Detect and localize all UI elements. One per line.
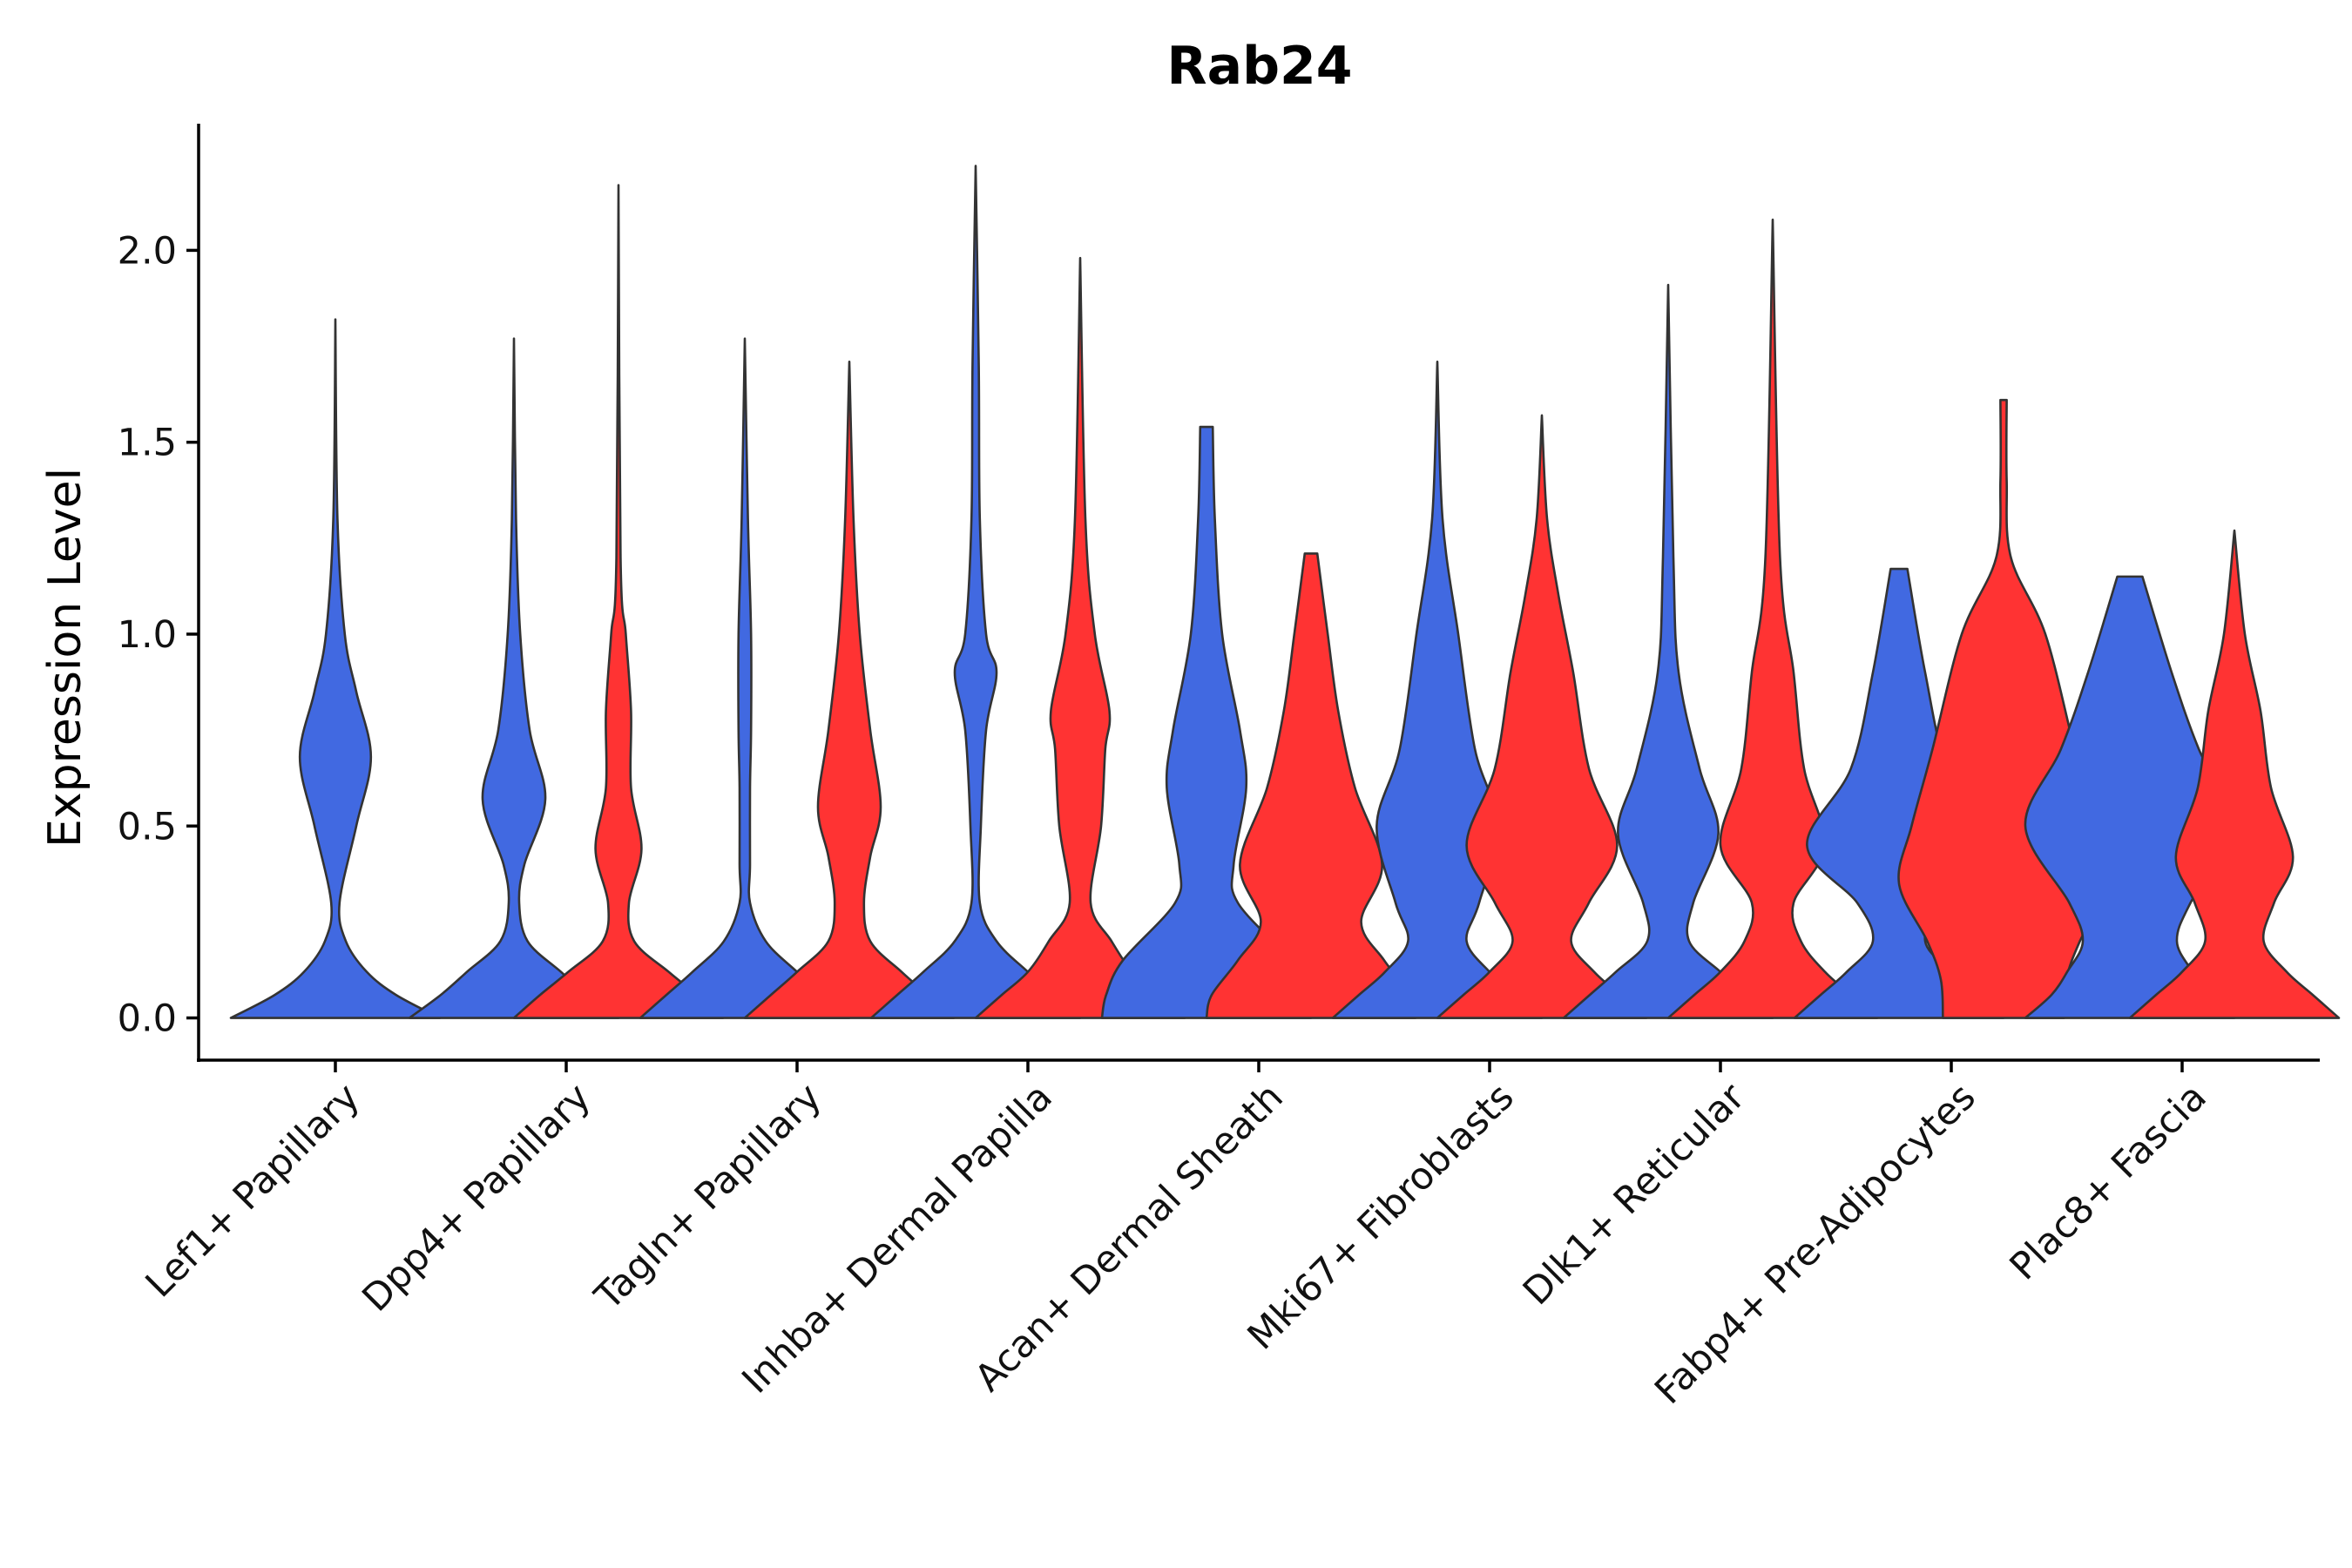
- violin-blue: [408, 337, 620, 1019]
- violin-blue: [869, 165, 1082, 1019]
- violins-layer: [229, 165, 2341, 1019]
- y-tick-label: 2.0: [118, 229, 177, 273]
- y-tick-label: 0.0: [118, 997, 177, 1041]
- y-tick-label: 1.5: [118, 422, 177, 465]
- y-axis-label: Expression Level: [39, 468, 91, 848]
- violin-blue: [2024, 575, 2236, 1019]
- violin-blue: [1793, 567, 2005, 1019]
- y-tick-label: 0.5: [118, 805, 177, 848]
- y-tick-label: 1.0: [118, 613, 177, 657]
- chart-title: Rab24: [1166, 36, 1352, 97]
- violin-blue: [229, 318, 442, 1019]
- violin-red: [2128, 529, 2341, 1019]
- violin-red: [1666, 218, 1879, 1019]
- violin-blue: [1562, 283, 1774, 1019]
- y-axis: 0.0 0.5 1.0 1.5 2.0: [118, 124, 200, 1062]
- violin-blue: [639, 337, 851, 1019]
- violin-red: [743, 360, 956, 1019]
- violin-red: [512, 184, 725, 1019]
- violin-blue: [1100, 425, 1313, 1019]
- violin-red: [1205, 552, 1417, 1019]
- violin-red: [1436, 414, 1648, 1019]
- violin-red: [974, 256, 1186, 1019]
